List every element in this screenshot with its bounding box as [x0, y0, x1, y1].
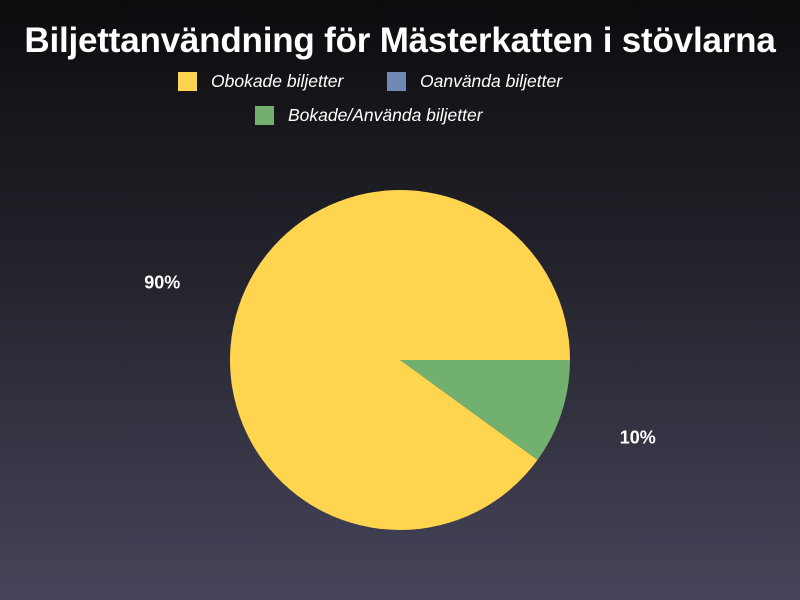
legend-swatch — [387, 72, 406, 91]
legend-item-oanvanda: Oanvända biljetter — [387, 71, 562, 92]
legend-item-obokade: Obokade biljetter — [178, 71, 343, 92]
chart-title: Biljettanvändning för Mästerkatten i stö… — [24, 21, 776, 60]
pie-slice — [400, 360, 570, 460]
legend-swatch — [178, 72, 197, 91]
legend-swatch — [255, 106, 274, 125]
legend-label: Bokade/Använda biljetter — [288, 105, 483, 125]
slice-value-label: 90% — [144, 273, 180, 293]
slice-value-label: 10% — [620, 427, 656, 447]
pie-slice — [229, 190, 570, 531]
legend-label: Oanvända biljetter — [420, 71, 563, 91]
legend-label: Obokade biljetter — [211, 71, 344, 91]
legend-item-bokade-anvanda: Bokade/Använda biljetter — [255, 105, 483, 126]
